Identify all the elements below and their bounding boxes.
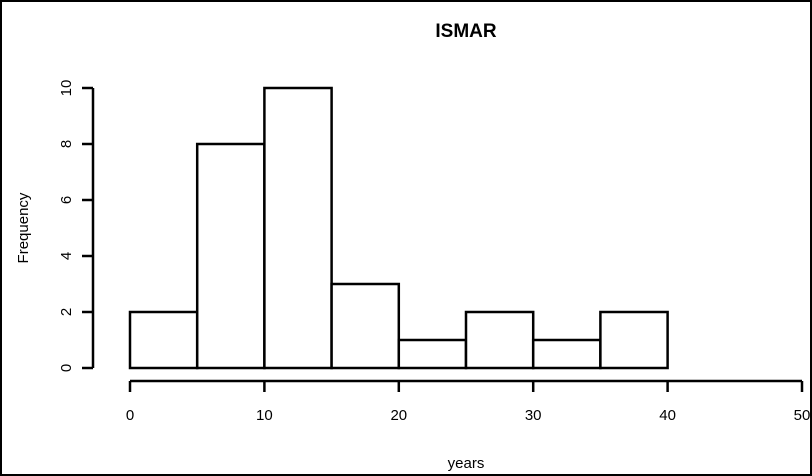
histogram-bar-6	[531, 338, 602, 370]
y-tick-label-5: 10	[58, 80, 75, 97]
y-tick-label-4: 8	[58, 140, 75, 148]
y-tick-label-1: 2	[58, 308, 75, 316]
x-tick-label-1: 10	[256, 407, 273, 424]
x-axis: 0 10 20 30 40 50	[126, 379, 811, 424]
histogram-bar-1	[195, 142, 266, 370]
x-tick-label-5: 50	[794, 407, 811, 424]
x-tick-label-2: 20	[390, 407, 407, 424]
y-axis-label: Frequency	[15, 192, 32, 263]
histogram-bar-7	[599, 310, 669, 370]
x-tick-label-0: 0	[126, 407, 134, 424]
y-tick-label-0: 0	[58, 364, 75, 372]
y-axis: 0 2 4 6 8 10	[58, 80, 95, 372]
histogram-bar-3	[330, 282, 401, 370]
histogram-bar-2	[263, 86, 333, 370]
bars-group	[128, 86, 669, 370]
y-tick-label-2: 4	[58, 252, 75, 260]
x-tick-label-3: 30	[525, 407, 542, 424]
histogram-bar-4	[397, 338, 468, 370]
histogram-bar-5	[464, 310, 535, 370]
histogram-bar-0	[128, 310, 199, 370]
x-axis-label: years	[448, 455, 485, 472]
chart-title: ISMAR	[435, 21, 497, 42]
x-tick-label-4: 40	[659, 407, 676, 424]
y-tick-label-3: 6	[58, 196, 75, 204]
